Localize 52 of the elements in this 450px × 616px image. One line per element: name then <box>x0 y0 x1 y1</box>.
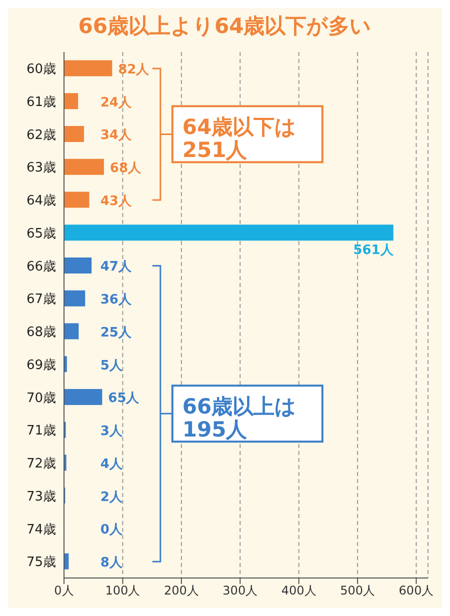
data-label: 0人 <box>100 522 124 538</box>
data-label: 2人 <box>100 490 124 505</box>
chart-title: 66歳以上より64歳以下が多い <box>77 13 373 40</box>
bar <box>64 126 84 142</box>
y-tick-label: 61歳 <box>26 94 56 110</box>
y-tick-label: 64歳 <box>26 194 56 209</box>
y-tick-label: 71歳 <box>26 424 56 439</box>
y-tick-label: 73歳 <box>26 489 56 504</box>
y-tick-label: 66歳 <box>26 259 56 274</box>
data-label: 25人 <box>100 325 132 340</box>
x-tick-label: 400人 <box>281 584 316 598</box>
y-tick-label: 60歳 <box>26 62 56 78</box>
data-label: 65人 <box>108 391 140 406</box>
bar <box>64 257 92 274</box>
bar <box>64 158 104 175</box>
data-label: 82人 <box>118 62 150 78</box>
data-label: 47人 <box>100 260 132 275</box>
bar <box>64 60 112 76</box>
y-tick-label: 70歳 <box>26 390 56 406</box>
data-label: 561人 <box>353 243 394 258</box>
y-tick-label: 62歳 <box>26 128 56 143</box>
y-tick-label: 67歳 <box>26 292 56 308</box>
data-label: 43人 <box>100 194 132 209</box>
x-tick-label: 600人 <box>398 584 434 598</box>
annotation: 64歳以下は 251人 <box>182 115 297 162</box>
y-tick-label: 69歳 <box>26 358 56 373</box>
data-label: 68人 <box>110 161 142 176</box>
y-tick-label: 74歳 <box>26 522 56 538</box>
y-tick-label: 63歳 <box>26 160 56 176</box>
x-tick-label: 0人 <box>54 584 74 598</box>
y-tick-label: 68歳 <box>26 325 56 340</box>
data-label: 24人 <box>100 95 132 110</box>
x-tick-label: 500人 <box>340 584 375 598</box>
data-label: 8人 <box>100 556 124 571</box>
bar <box>64 93 78 110</box>
bar <box>64 388 102 405</box>
data-label: 36人 <box>100 292 132 308</box>
data-label: 34人 <box>100 128 132 144</box>
bar <box>64 224 394 241</box>
bar <box>64 323 79 340</box>
y-tick-label: 72歳 <box>26 456 56 472</box>
x-tick-label: 300人 <box>222 584 258 598</box>
data-label: 5人 <box>100 358 124 374</box>
annotation: 66歳以上は 195人 <box>182 394 297 442</box>
data-label: 3人 <box>100 424 124 440</box>
y-tick-label: 75歳 <box>26 555 56 570</box>
data-label: 4人 <box>100 456 124 472</box>
y-tick-label: 65歳 <box>26 226 56 242</box>
bar <box>64 192 90 208</box>
x-tick-label: 200人 <box>164 584 199 598</box>
bar <box>64 290 86 306</box>
x-tick-label: 100人 <box>105 584 140 598</box>
